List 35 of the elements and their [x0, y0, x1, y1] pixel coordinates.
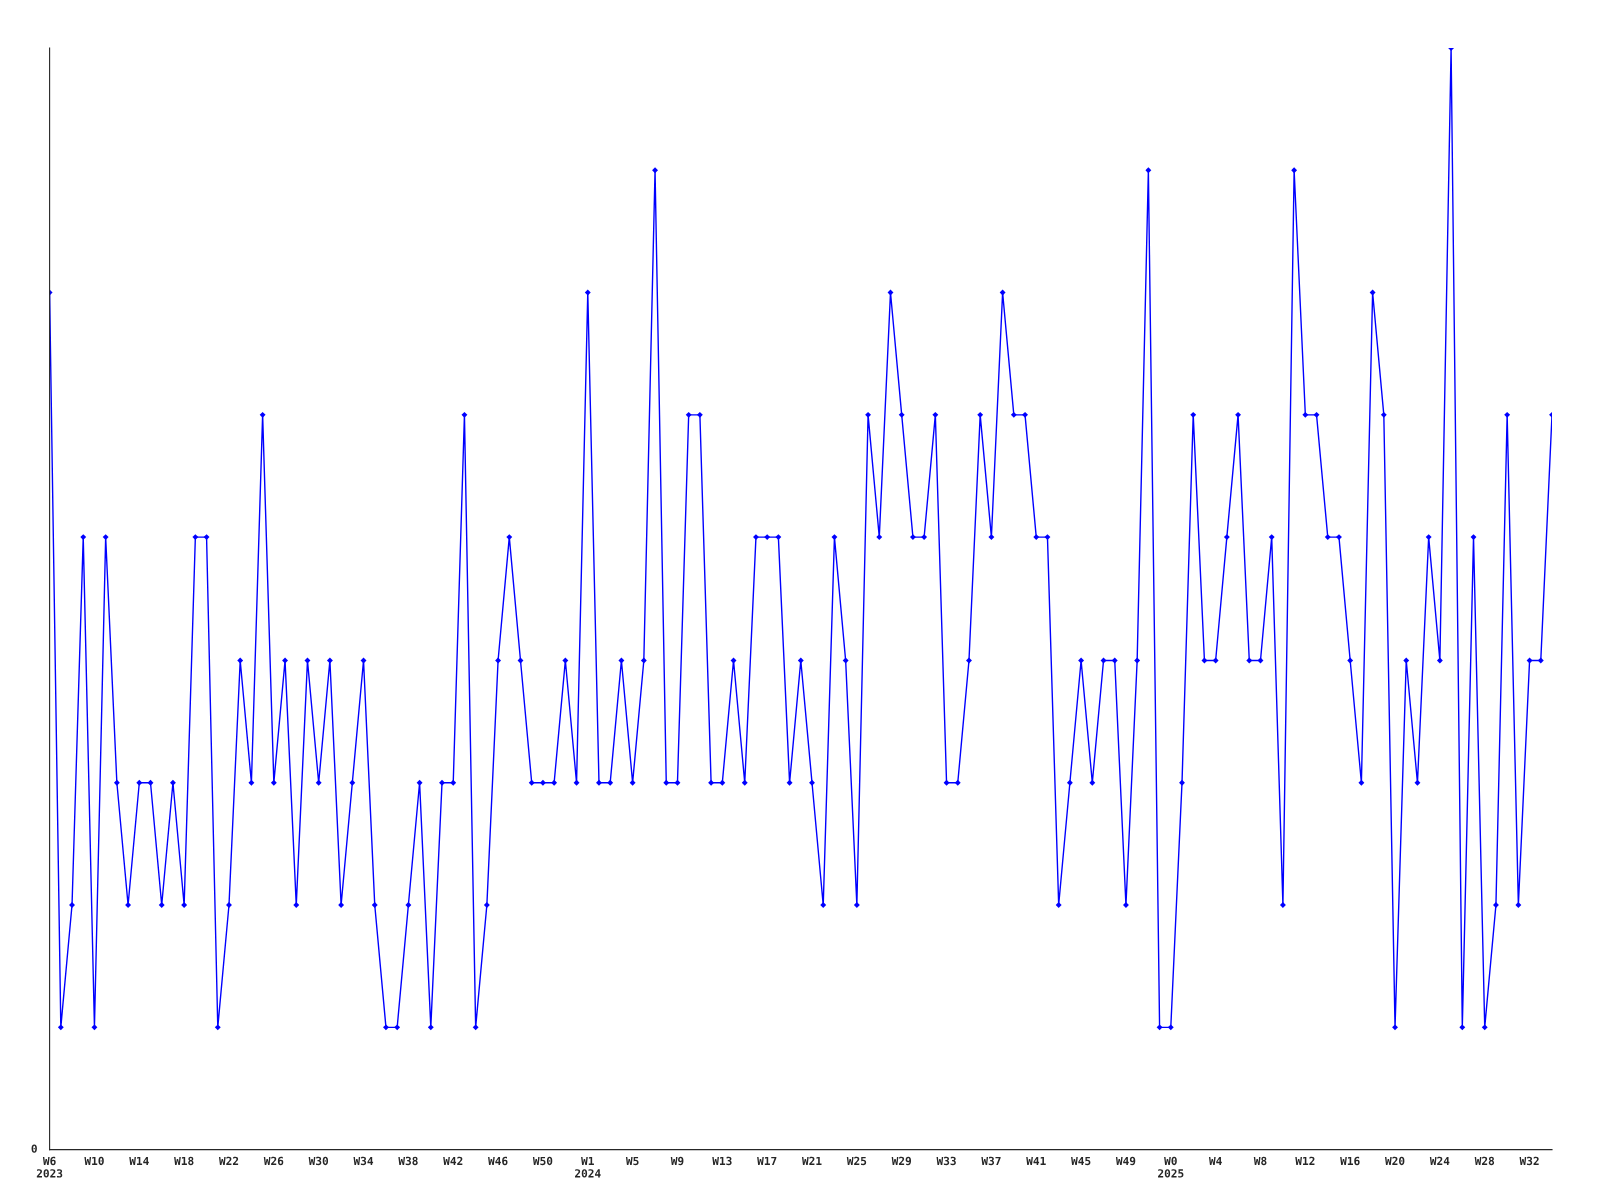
x-tick-label: W18	[174, 1156, 194, 1166]
x-tick-label: W42	[443, 1156, 463, 1165]
x-tick-label: W49	[1115, 1156, 1136, 1166]
x-tick-label: W17	[757, 1156, 777, 1165]
x-tick-label: W45	[1071, 1156, 1091, 1166]
x-tick-label: W22	[218, 1156, 239, 1165]
x-tick-label: W0 2025	[1158, 1156, 1184, 1178]
x-tick-label: W30	[308, 1156, 329, 1166]
x-tick-label: W26	[263, 1156, 284, 1166]
x-tick-label: W10	[84, 1156, 104, 1166]
x-tick-label: W14	[129, 1156, 149, 1165]
x-tick-label: W32	[1519, 1156, 1539, 1166]
x-tick-label: W29	[891, 1156, 912, 1166]
x-tick-label: W25	[846, 1156, 867, 1166]
x-tick-label: W46	[488, 1156, 508, 1166]
x-tick-label: W8	[1253, 1156, 1267, 1166]
x-tick-label: W1 2024	[575, 1156, 601, 1178]
x-tick-label: W34	[353, 1156, 374, 1166]
x-tick-label: W24	[1429, 1156, 1450, 1165]
x-tick-label: W33	[936, 1156, 956, 1166]
x-tick-label: W41	[1026, 1156, 1046, 1165]
text: 0	[31, 1144, 37, 1153]
x-tick-label: W6 2023	[36, 1156, 63, 1178]
x-tick-label: W5	[625, 1156, 639, 1166]
x-tick-label: W16	[1340, 1156, 1360, 1166]
x-tick-label: W50	[532, 1156, 553, 1166]
x-tick-label: W37	[981, 1156, 1001, 1166]
x-tick-label: W4	[1208, 1156, 1222, 1165]
x-tick-label: W13	[712, 1156, 732, 1166]
x-tick-label: W20	[1385, 1156, 1405, 1166]
x-tick-label: W21	[801, 1156, 822, 1165]
x-tick-label: W12	[1295, 1156, 1315, 1165]
x-tick-label: W38	[398, 1156, 418, 1166]
x-tick-label: W28	[1474, 1156, 1495, 1166]
x-tick-label: W9	[670, 1156, 684, 1166]
